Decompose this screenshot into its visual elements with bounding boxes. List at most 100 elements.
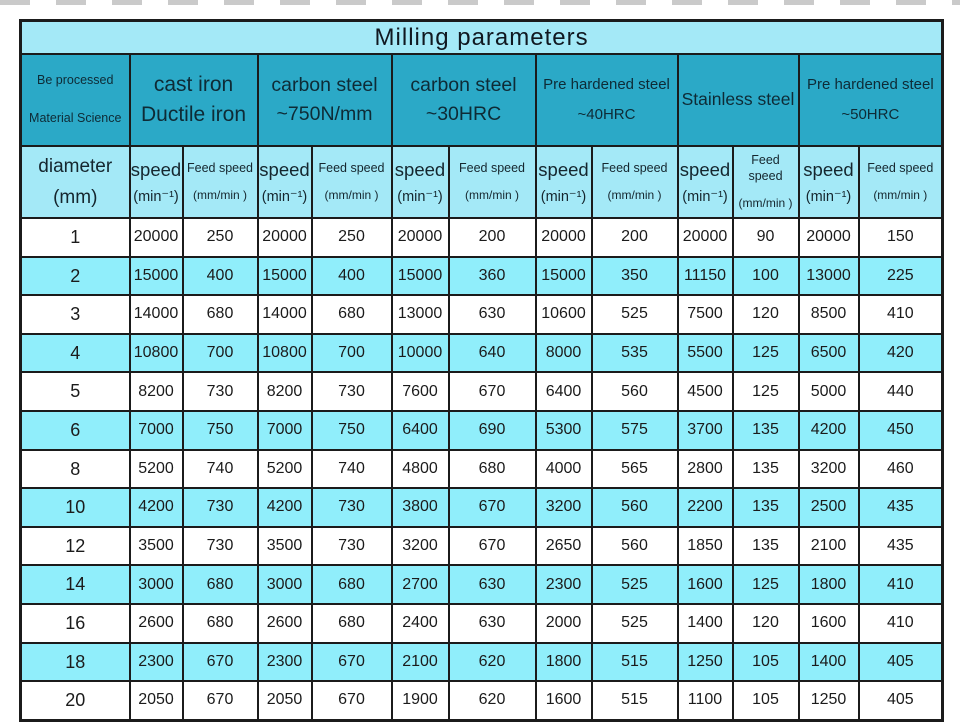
- feed-value-cell: 450: [857, 409, 944, 451]
- speed-value-cell: 3700: [676, 409, 734, 451]
- speed-value-cell: 4200: [128, 487, 184, 528]
- speed-value-cell: 2800: [676, 448, 734, 490]
- feed-value-cell: 730: [310, 487, 393, 528]
- feed-value-cell: 150: [857, 217, 944, 258]
- speed-value-cell: 2100: [390, 641, 450, 683]
- speed-value-cell: 3200: [534, 487, 593, 528]
- speed-value-cell: 2200: [676, 487, 734, 528]
- feed-value-cell: 640: [447, 332, 537, 374]
- feed-value-cell: 225: [857, 255, 944, 297]
- speed-value-cell: 2100: [797, 525, 860, 567]
- speed-value-cell: 13000: [390, 294, 450, 335]
- feed-value-cell: 400: [181, 255, 259, 297]
- speed-value-cell: 7500: [676, 294, 734, 335]
- title-row: Milling parameters: [19, 19, 944, 55]
- feed-value-cell: 105: [731, 641, 800, 683]
- diameter-cell: 18: [19, 641, 131, 683]
- table-row: 1 20000 250 20000 250 20000 200 20000 200 20000 90…: [19, 217, 944, 258]
- feed-value-cell: 90: [731, 217, 800, 258]
- feed-value-cell: 410: [857, 564, 944, 605]
- diameter-cell: 8: [19, 448, 131, 490]
- speed-value-cell: 1400: [676, 602, 734, 644]
- feed-value-cell: 560: [590, 525, 679, 567]
- feed-value-cell: 105: [731, 680, 800, 722]
- feed-value-cell: 560: [590, 371, 679, 412]
- feed-value-cell: 350: [590, 255, 679, 297]
- speed-value-cell: 1250: [797, 680, 860, 722]
- speed-value-cell: 1600: [676, 564, 734, 605]
- feed-value-cell: 525: [590, 564, 679, 605]
- material-header-carbon-steel-750: carbon steel ~750N/mm: [256, 53, 393, 147]
- unit-header-row: diameter (mm) speed (min⁻¹) Feed speed (mm/…: [19, 145, 944, 219]
- speed-value-cell: 11150: [676, 255, 734, 297]
- milling-parameters-table: Milling parameters Be processed Material…: [19, 19, 945, 722]
- feed-value-cell: 680: [447, 448, 537, 490]
- feed-value-cell: 670: [447, 371, 537, 412]
- speed-value-cell: 4800: [390, 448, 450, 490]
- table-row: 20 2050 670 2050 670 1900 620 1600 515 1100 105 125…: [19, 680, 944, 722]
- speed-value-cell: 20000: [256, 217, 313, 258]
- speed-value-cell: 10800: [128, 332, 184, 374]
- feed-speed-unit-header: Feed speed (mm/min ): [181, 145, 259, 219]
- speed-value-cell: 10800: [256, 332, 313, 374]
- speed-value-cell: 2300: [128, 641, 184, 683]
- feed-value-cell: 250: [310, 217, 393, 258]
- table-row: 5 8200 730 8200 730 7600 670 6400 560 4500 125 5000…: [19, 371, 944, 412]
- speed-value-cell: 2600: [256, 602, 313, 644]
- feed-value-cell: 630: [447, 294, 537, 335]
- speed-value-cell: 2400: [390, 602, 450, 644]
- feed-value-cell: 670: [447, 525, 537, 567]
- speed-value-cell: 5500: [676, 332, 734, 374]
- speed-value-cell: 2600: [128, 602, 184, 644]
- feed-value-cell: 120: [731, 294, 800, 335]
- data-rows: 1 20000 250 20000 250 20000 200 20000 200 20000 90…: [19, 217, 944, 722]
- material-header-prehardened-50hrc: Pre hardened steel ~50HRC: [797, 53, 944, 147]
- speed-value-cell: 3200: [390, 525, 450, 567]
- diameter-cell: 1: [19, 217, 131, 258]
- feed-value-cell: 680: [181, 602, 259, 644]
- feed-value-cell: 535: [590, 332, 679, 374]
- diameter-cell: 20: [19, 680, 131, 722]
- speed-value-cell: 3500: [128, 525, 184, 567]
- speed-value-cell: 2000: [534, 602, 593, 644]
- feed-value-cell: 700: [181, 332, 259, 374]
- feed-value-cell: 515: [590, 641, 679, 683]
- feed-value-cell: 135: [731, 448, 800, 490]
- feed-value-cell: 200: [447, 217, 537, 258]
- feed-value-cell: 670: [181, 641, 259, 683]
- diameter-cell: 6: [19, 409, 131, 451]
- corner-line2: Material Science: [29, 111, 122, 125]
- diameter-cell: 5: [19, 371, 131, 412]
- speed-value-cell: 2700: [390, 564, 450, 605]
- speed-value-cell: 1850: [676, 525, 734, 567]
- feed-speed-unit-header: Feed speed (mm/min ): [310, 145, 393, 219]
- feed-value-cell: 690: [447, 409, 537, 451]
- feed-value-cell: 670: [447, 487, 537, 528]
- speed-value-cell: 4200: [797, 409, 860, 451]
- diameter-cell: 12: [19, 525, 131, 567]
- feed-value-cell: 620: [447, 680, 537, 722]
- feed-value-cell: 620: [447, 641, 537, 683]
- speed-value-cell: 10000: [390, 332, 450, 374]
- feed-value-cell: 630: [447, 564, 537, 605]
- speed-value-cell: 4500: [676, 371, 734, 412]
- feed-value-cell: 120: [731, 602, 800, 644]
- feed-value-cell: 360: [447, 255, 537, 297]
- table-row: 18 2300 670 2300 670 2100 620 1800 515 1250 105 140…: [19, 641, 944, 683]
- speed-value-cell: 7000: [256, 409, 313, 451]
- speed-value-cell: 2300: [256, 641, 313, 683]
- feed-value-cell: 100: [731, 255, 800, 297]
- speed-value-cell: 2050: [128, 680, 184, 722]
- table-row: 10 4200 730 4200 730 3800 670 3200 560 2200 135 250…: [19, 487, 944, 528]
- feed-value-cell: 565: [590, 448, 679, 490]
- material-header-row: Be processed Material Science cast iron …: [19, 53, 944, 147]
- feed-value-cell: 740: [310, 448, 393, 490]
- speed-value-cell: 8500: [797, 294, 860, 335]
- feed-value-cell: 410: [857, 294, 944, 335]
- speed-value-cell: 1800: [797, 564, 860, 605]
- speed-value-cell: 4000: [534, 448, 593, 490]
- feed-value-cell: 730: [181, 487, 259, 528]
- speed-value-cell: 20000: [676, 217, 734, 258]
- diameter-header-cell: diameter (mm): [19, 145, 131, 219]
- feed-value-cell: 410: [857, 602, 944, 644]
